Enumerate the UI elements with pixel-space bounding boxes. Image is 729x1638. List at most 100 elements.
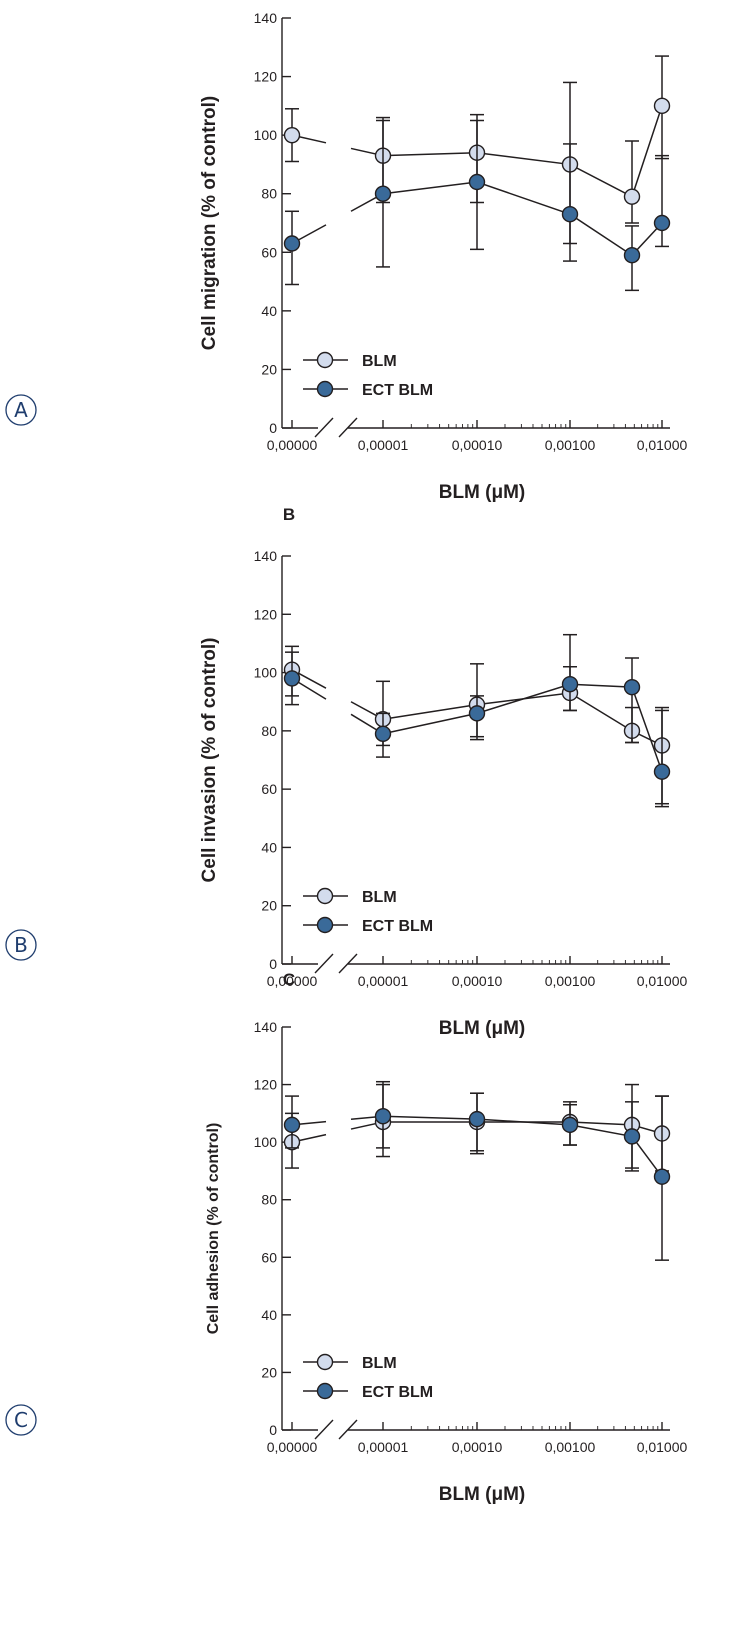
legend-item: ECT BLM: [303, 1382, 433, 1401]
legend-label: BLM: [362, 889, 397, 906]
y-tick-label: 20: [261, 898, 277, 914]
panel-tag-circle: [5, 1404, 37, 1436]
data-point: [653, 1168, 671, 1185]
series-line: [382, 105, 663, 198]
panel-tag: C: [14, 1408, 28, 1432]
y-tick-label: 0: [269, 956, 277, 972]
legend-label: ECT BLM: [362, 382, 433, 399]
x-tick-label: 0,00000: [267, 973, 318, 989]
panel-tag-circle: [5, 929, 37, 961]
data-point: [374, 185, 392, 202]
legend-item: BLM: [303, 351, 397, 370]
series-line: [382, 692, 663, 747]
x-tick-label: 0,00010: [452, 973, 503, 989]
x-tick-label: 0,00000: [267, 1439, 318, 1455]
chart-panel-b: B B 0 20 40 60 80 100 120 140 0,00000 0,00001 0,0001…: [5, 505, 688, 1039]
axis-break-mark: [314, 417, 334, 438]
data-point: [283, 670, 301, 687]
x-tick-label: 0,00001: [358, 437, 409, 453]
y-tick-label: 120: [254, 1077, 278, 1093]
data-point: [561, 206, 579, 223]
data-point: [374, 1108, 392, 1125]
panel-tag: B: [14, 933, 28, 957]
data-point: [623, 1128, 641, 1145]
x-tick-label: 0,00001: [358, 973, 409, 989]
x-tick-label: 0,01000: [637, 437, 688, 453]
data-point: [283, 126, 301, 144]
axis-break-mark: [314, 1419, 334, 1440]
y-tick-label: 100: [254, 665, 278, 681]
y-tick-label: 20: [261, 361, 277, 377]
series-line: [383, 1121, 663, 1135]
y-tick-label: 40: [261, 1307, 277, 1323]
y-tick-label: 60: [261, 781, 277, 797]
legend-marker: [316, 351, 334, 369]
series-ect-blm: [283, 1080, 671, 1261]
data-point: [468, 1110, 486, 1128]
legend-marker: [316, 1353, 334, 1371]
legend-label: ECT BLM: [362, 918, 433, 935]
data-point: [561, 676, 579, 693]
series-line: [382, 683, 663, 772]
y-tick-label: 80: [261, 1192, 277, 1208]
axis-break-mark: [314, 953, 334, 974]
legend-marker: [316, 916, 334, 934]
y-tick-label: 140: [254, 548, 278, 564]
legend-marker: [316, 380, 334, 398]
axis-break-mark: [338, 1419, 358, 1440]
panel-letter: C: [283, 970, 295, 989]
series-ect-blm: [283, 119, 671, 292]
legend-marker: [316, 887, 334, 905]
data-point: [623, 188, 641, 205]
panel-tag: A: [14, 398, 28, 422]
y-axis-title: Cell adhesion (% of control): [205, 1123, 222, 1335]
x-tick-label: 0,00000: [267, 437, 318, 453]
data-point: [283, 1116, 301, 1134]
chart-panel-a: A 0 20 40 60 80 100 120 140 0,00000 0,00001 0,00010…: [5, 10, 688, 503]
x-tick-label: 0,00010: [452, 437, 503, 453]
legend-label: ECT BLM: [362, 1384, 433, 1401]
legend-item: BLM: [303, 1353, 397, 1372]
y-tick-label: 100: [254, 127, 278, 143]
panel-tag-circle: [5, 394, 37, 426]
x-tick-label: 0,01000: [637, 1439, 688, 1455]
data-point: [653, 763, 671, 780]
y-tick-label: 80: [261, 723, 277, 739]
data-point: [283, 235, 301, 252]
legend-marker: [316, 1382, 334, 1400]
x-tick-label: 0,01000: [637, 973, 688, 989]
y-tick-label: 100: [254, 1134, 278, 1150]
y-tick-label: 60: [261, 244, 277, 260]
data-point: [623, 678, 641, 696]
x-axis-title: BLM (μM): [439, 1018, 526, 1039]
y-tick-label: 20: [261, 1364, 277, 1380]
x-tick-label: 0,00001: [358, 1439, 409, 1455]
series-line: [382, 1115, 663, 1178]
legend-item: ECT BLM: [303, 916, 433, 935]
panel-letter: B: [283, 505, 295, 524]
x-tick-label: 0,00010: [452, 1439, 503, 1455]
data-point: [653, 97, 671, 115]
x-axis-title: BLM (μM): [439, 482, 526, 503]
data-point: [653, 214, 671, 232]
y-tick-label: 140: [254, 10, 278, 26]
axis-break-mark: [338, 417, 358, 438]
chart-panel-c: C C 0 20 40 60 80 100 120 140 0,00000 0,00001 0,0001…: [5, 970, 688, 1505]
data-point: [468, 705, 486, 722]
y-axis-title: Cell migration (% of control): [199, 96, 220, 350]
y-tick-label: 120: [254, 69, 278, 85]
x-tick-label: 0,00100: [545, 973, 596, 989]
y-tick-label: 120: [254, 606, 278, 622]
y-tick-label: 60: [261, 1249, 277, 1265]
y-tick-label: 0: [269, 420, 277, 436]
y-tick-label: 40: [261, 839, 277, 855]
data-point: [374, 725, 392, 742]
legend-label: BLM: [362, 353, 397, 370]
series-ect-blm: [283, 633, 671, 808]
axis-break-mark: [338, 953, 358, 974]
x-tick-label: 0,00100: [545, 1439, 596, 1455]
data-point: [561, 1116, 579, 1134]
x-axis-title: BLM (μM): [439, 1484, 526, 1505]
y-axis-title: Cell invasion (% of control): [199, 638, 220, 883]
